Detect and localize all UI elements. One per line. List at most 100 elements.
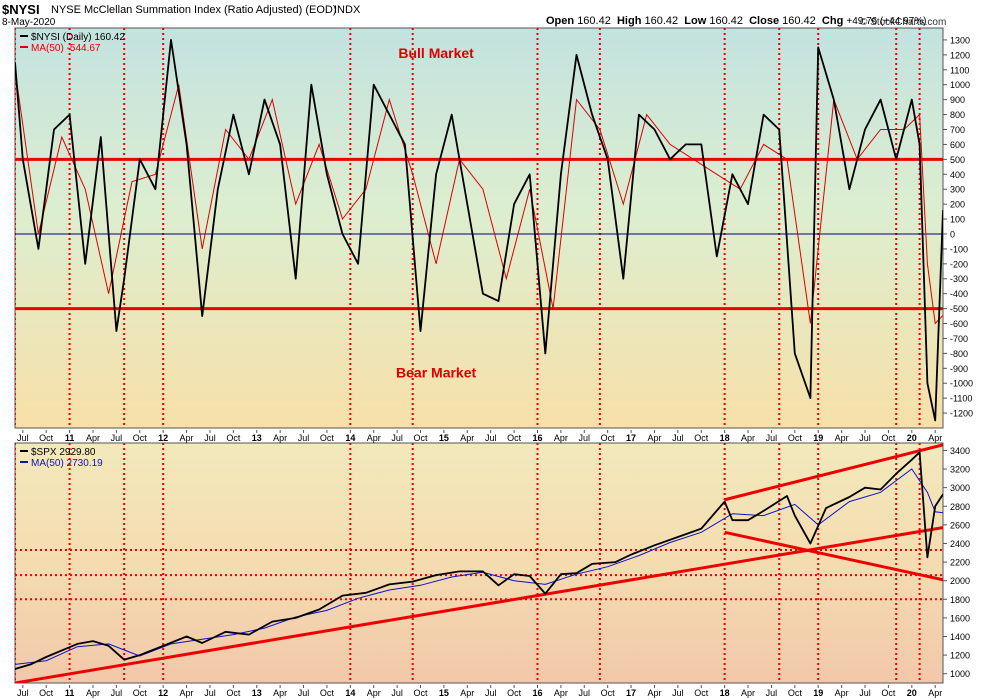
x-tick-label: Jul [17,433,29,443]
market-annotation: Bull Market [398,45,474,61]
nysi-y-tick-label: 1300 [950,35,970,45]
nysi-plot-content: Bull Market Bear Market [15,28,943,428]
x-tick-label: Apr [741,433,755,443]
credit-text: © StockCharts.com [860,17,947,28]
spx-y-tick-label: 3400 [950,446,970,456]
x-tick-label: Oct [601,433,616,443]
nysi-legend-entry: $NYSI (Daily) 160.42 [31,32,125,43]
spx-ma50-line [15,468,943,665]
x-tick-label: 17 [626,688,636,698]
x-tick-label: Oct [507,688,522,698]
spx-y-tick-label: 1400 [950,632,970,642]
nysi-y-tick-label: -200 [950,259,968,269]
spx-plot-content [15,443,943,683]
close-value: 160.42 [782,15,816,27]
x-tick-label: Oct [320,688,335,698]
x-tick-label: 16 [532,688,542,698]
lower-time-axis: Jul Oct 11 Apr Jul Oct 12 Apr Jul Oct 13 Apr Jul Oct 1… [17,685,942,698]
nysi-y-tick-label: 900 [950,95,965,105]
x-tick-label: Oct [133,688,148,698]
nysi-y-tick-label: -300 [950,274,968,284]
nysi-legend-entry: MA(50) -544.67 [31,43,101,54]
x-tick-label: Apr [367,433,381,443]
x-tick-label: Apr [647,433,661,443]
x-tick-label: Apr [647,688,661,698]
nysi-y-tick-label: 600 [950,140,965,150]
x-tick-label: Jul [391,433,403,443]
spx-y-tick-label: 1200 [950,651,970,661]
nysi-y-tick-label: 500 [950,155,965,165]
chart-description: NYSE McClellan Summation Index (Ratio Ad… [51,4,337,16]
spx-legend-entry: MA(50) 2730.19 [31,458,103,469]
x-tick-label: Oct [694,433,709,443]
x-tick-label: Oct [694,688,709,698]
x-tick-label: 20 [907,688,917,698]
x-tick-label: Jul [298,433,310,443]
spx-y-tick-label: 2600 [950,520,970,530]
x-tick-label: Apr [554,433,568,443]
x-tick-label: 18 [720,433,730,443]
market-annotation: Bear Market [396,364,476,380]
spx-panel: 3400 3200 3000 2800 2600 2400 2200 2000 1800 1600… [14,442,970,684]
x-tick-label: Jul [111,433,123,443]
x-tick-label: Apr [273,688,287,698]
nysi-y-tick-label: 700 [950,125,965,135]
x-tick-label: 20 [907,433,917,443]
open-label: Open [546,15,575,27]
spx-y-tick-label: 1800 [950,595,970,605]
nysi-y-tick-label: -500 [950,304,968,314]
x-tick-label: Apr [928,688,942,698]
nysi-y-tick-label: 1100 [950,65,969,75]
x-tick-label: Oct [39,433,54,443]
x-tick-label: Oct [507,433,522,443]
x-tick-label: Jul [766,433,778,443]
upper-time-axis: Jul Oct 11 Apr Jul Oct 12 Apr Jul Oct 13 Apr Jul Oct 1… [17,430,942,443]
x-tick-label: 14 [345,433,355,443]
exchange-label: INDX [334,4,361,16]
high-label: High [616,15,642,27]
spx-y-tick-label: 2200 [950,558,970,568]
chg-label: Chg [821,15,844,27]
x-tick-label: Apr [835,433,849,443]
nysi-y-tick-label: -100 [950,244,968,254]
nysi-y-tick-label: -1100 [950,394,972,404]
x-tick-label: 12 [158,433,168,443]
x-tick-label: Oct [414,433,429,443]
x-tick-label: Oct [414,688,429,698]
spx-legend-entry: $SPX 2929.80 [31,447,96,458]
x-tick-label: Jul [579,688,591,698]
x-tick-label: Oct [881,688,896,698]
x-tick-label: Apr [367,688,381,698]
spx-trendline [724,443,943,502]
x-tick-label: 17 [626,433,636,443]
nysi-y-tick-label: -1200 [950,409,973,419]
x-tick-label: 19 [813,688,823,698]
x-tick-label: 11 [65,688,75,698]
x-tick-label: 15 [439,433,449,443]
spx-price-line [15,451,943,670]
x-tick-label: Apr [460,688,474,698]
spx-y-tick-label: 1000 [950,669,970,679]
nysi-y-tick-label: 1000 [950,80,970,90]
spx-y-tick-label: 1600 [950,613,970,623]
x-tick-label: Jul [17,688,29,698]
x-tick-label: Jul [766,688,778,698]
nysi-y-tick-label: 400 [950,170,965,180]
x-tick-label: 13 [252,433,262,443]
x-tick-label: Jul [579,433,591,443]
spx-y-tick-label: 2000 [950,576,970,586]
nysi-y-tick-label: -400 [950,289,968,299]
x-tick-label: Apr [86,433,100,443]
nysi-y-tick-label: 1200 [950,50,970,60]
x-tick-label: Jul [859,688,871,698]
spx-y-tick-label: 2400 [950,539,970,549]
nysi-index-line [15,39,943,422]
chg-value: +49.76 (+44.97%) [846,16,927,27]
x-tick-label: 13 [252,688,262,698]
spx-y-tick-label: 3200 [950,465,970,475]
x-tick-label: 15 [439,688,449,698]
chart-symbol: $NYSI [2,2,40,17]
x-tick-label: Apr [460,433,474,443]
x-tick-label: Oct [226,688,241,698]
nysi-y-tick-label: 300 [950,185,965,195]
